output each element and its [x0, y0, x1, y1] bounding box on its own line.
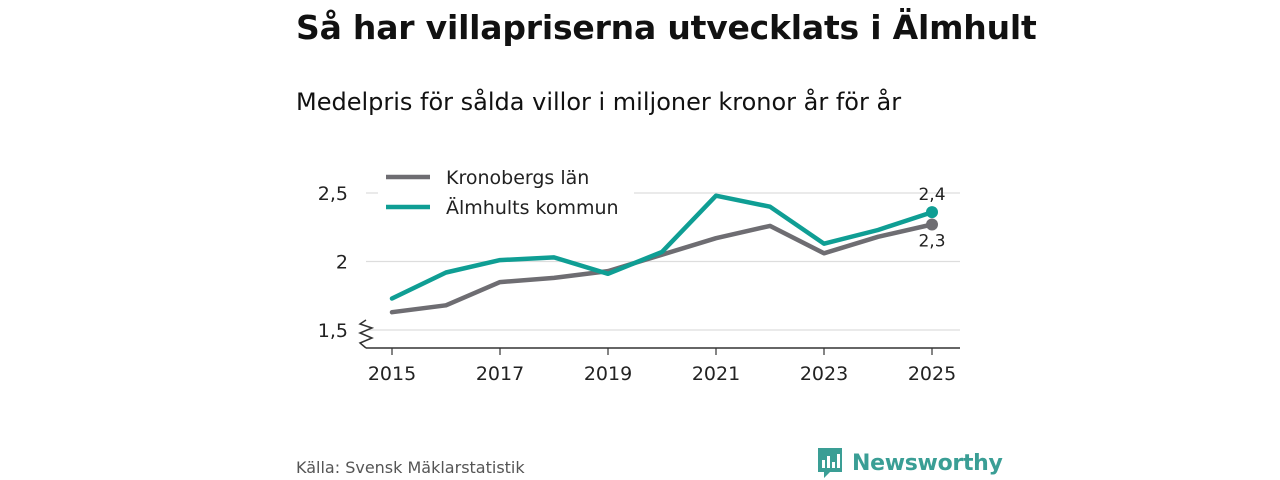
y-axis-break-icon [358, 319, 375, 349]
brand-logo[interactable]: Newsworthy [816, 446, 1003, 480]
end-value-label: 2,4 [918, 185, 945, 205]
series-line-1 [389, 193, 935, 301]
source-note: Källa: Svensk Mäklarstatistik [296, 458, 525, 477]
end-markers: 2,3 2,4 [918, 185, 945, 251]
chart-title: Så har villapriserna utvecklats i Älmhul… [296, 8, 1037, 47]
series-line-0 [389, 222, 935, 315]
x-tick-label: 2021 [692, 363, 740, 385]
x-tick-labels: 2015 2017 2019 2021 2023 2025 [368, 348, 956, 385]
series-end-point [926, 206, 938, 219]
x-tick-label: 2015 [368, 363, 416, 385]
x-tick-label: 2025 [908, 363, 956, 385]
series-lines [389, 193, 935, 315]
y-tick-label: 2 [336, 252, 348, 274]
end-value-label: 2,3 [918, 232, 945, 252]
x-tick-label: 2019 [584, 363, 632, 385]
x-tick-label: 2023 [800, 363, 848, 385]
axes [358, 319, 960, 349]
y-tick-label: 2,5 [318, 183, 348, 205]
legend-label-almhult: Älmhults kommun [446, 196, 619, 219]
legend-label-kronoberg: Kronobergs län [446, 167, 589, 189]
chart-subtitle: Medelpris för sålda villor i miljoner kr… [296, 88, 902, 116]
legend-background [378, 158, 634, 226]
newsworthy-logo-icon [818, 448, 842, 478]
y-tick-labels: 1,5 2 2,5 [318, 183, 348, 342]
series-end-point [926, 218, 938, 231]
brand-name: Newsworthy [852, 450, 1003, 476]
x-tick-label: 2017 [476, 363, 524, 385]
legend: Kronobergs län Älmhults kommun [378, 158, 634, 226]
y-tick-label: 1,5 [318, 320, 348, 342]
